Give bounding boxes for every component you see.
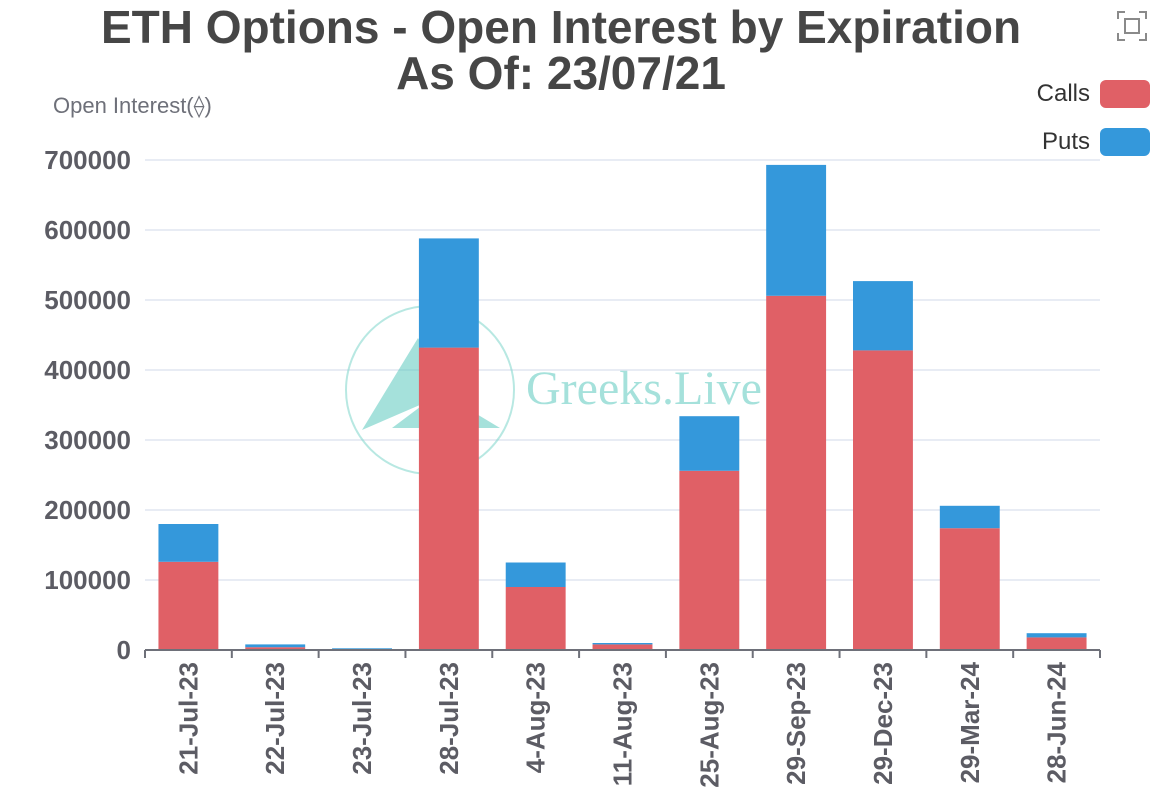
- legend-label-puts: Puts: [1041, 128, 1090, 155]
- fullscreen-icon[interactable]: [1116, 10, 1148, 42]
- chart-title-line1: ETH Options - Open Interest by Expiratio…: [100, 1, 1022, 53]
- y-tick-label: 100000: [44, 565, 131, 595]
- y-tick-label: 200000: [44, 495, 131, 525]
- bar-calls[interactable]: [766, 295, 827, 650]
- bar-puts[interactable]: [332, 648, 392, 649]
- chart-title-line2: As Of: 23/07/21: [396, 47, 726, 99]
- bar-puts[interactable]: [158, 524, 219, 562]
- y-tick-label: 400000: [44, 355, 131, 385]
- x-tick-label: 11-Aug-23: [608, 662, 638, 786]
- legend-swatch-calls: [1100, 80, 1150, 108]
- bar-puts[interactable]: [766, 164, 827, 296]
- x-tick-label: 4-Aug-23: [521, 662, 551, 773]
- y-tick-label: 600000: [44, 215, 131, 245]
- bar-calls[interactable]: [158, 561, 219, 650]
- legend-item-puts[interactable]: Puts: [1037, 118, 1150, 166]
- x-tick-label: 23-Jul-23: [347, 662, 377, 775]
- axes: 0 100000 200000 300000 400000 500000 600000 700…: [44, 145, 1101, 788]
- bar-calls[interactable]: [592, 644, 653, 650]
- bars: [158, 164, 1087, 650]
- legend-label-calls: Calls: [1036, 80, 1090, 107]
- bar-calls[interactable]: [1026, 637, 1087, 650]
- bar-puts[interactable]: [853, 281, 913, 351]
- bar-puts[interactable]: [679, 416, 740, 471]
- legend: Calls Puts: [1037, 70, 1150, 166]
- bar-calls[interactable]: [418, 347, 479, 650]
- y-axis-label: Open Interest(⟠): [53, 93, 212, 118]
- x-tick-label: 21-Jul-23: [173, 662, 203, 775]
- x-tick-label: 28-Jun-24: [1042, 661, 1072, 783]
- bar-calls[interactable]: [853, 350, 913, 650]
- legend-item-calls[interactable]: Calls: [1037, 70, 1150, 118]
- y-tick-label: 700000: [44, 145, 131, 175]
- legend-swatch-puts: [1100, 128, 1150, 156]
- bar-puts[interactable]: [1026, 633, 1087, 638]
- bar-calls[interactable]: [679, 470, 740, 650]
- bar-calls[interactable]: [939, 528, 1000, 650]
- y-tick-label: 300000: [44, 425, 131, 455]
- y-tick-label: 0: [117, 635, 131, 665]
- bar-puts[interactable]: [939, 505, 1000, 529]
- x-tick-label: 28-Jul-23: [434, 662, 464, 775]
- bar-puts[interactable]: [418, 238, 479, 348]
- x-tick-label: 25-Aug-23: [694, 662, 724, 788]
- y-tick-label: 500000: [44, 285, 131, 315]
- x-tick-label: 29-Sep-23: [781, 662, 811, 785]
- watermark-text: Greeks.Live: [526, 362, 762, 415]
- bar-puts[interactable]: [245, 644, 306, 648]
- bar-puts[interactable]: [592, 643, 653, 645]
- bar-puts[interactable]: [505, 562, 566, 588]
- x-tick-label: 29-Dec-23: [868, 662, 898, 785]
- bar-calls[interactable]: [245, 647, 306, 650]
- x-tick-label: 22-Jul-23: [260, 662, 290, 775]
- bar-calls[interactable]: [505, 587, 566, 650]
- x-tick-label: 29-Mar-24: [955, 661, 985, 783]
- chart-title: ETH Options - Open Interest by Expiratio…: [0, 4, 1122, 96]
